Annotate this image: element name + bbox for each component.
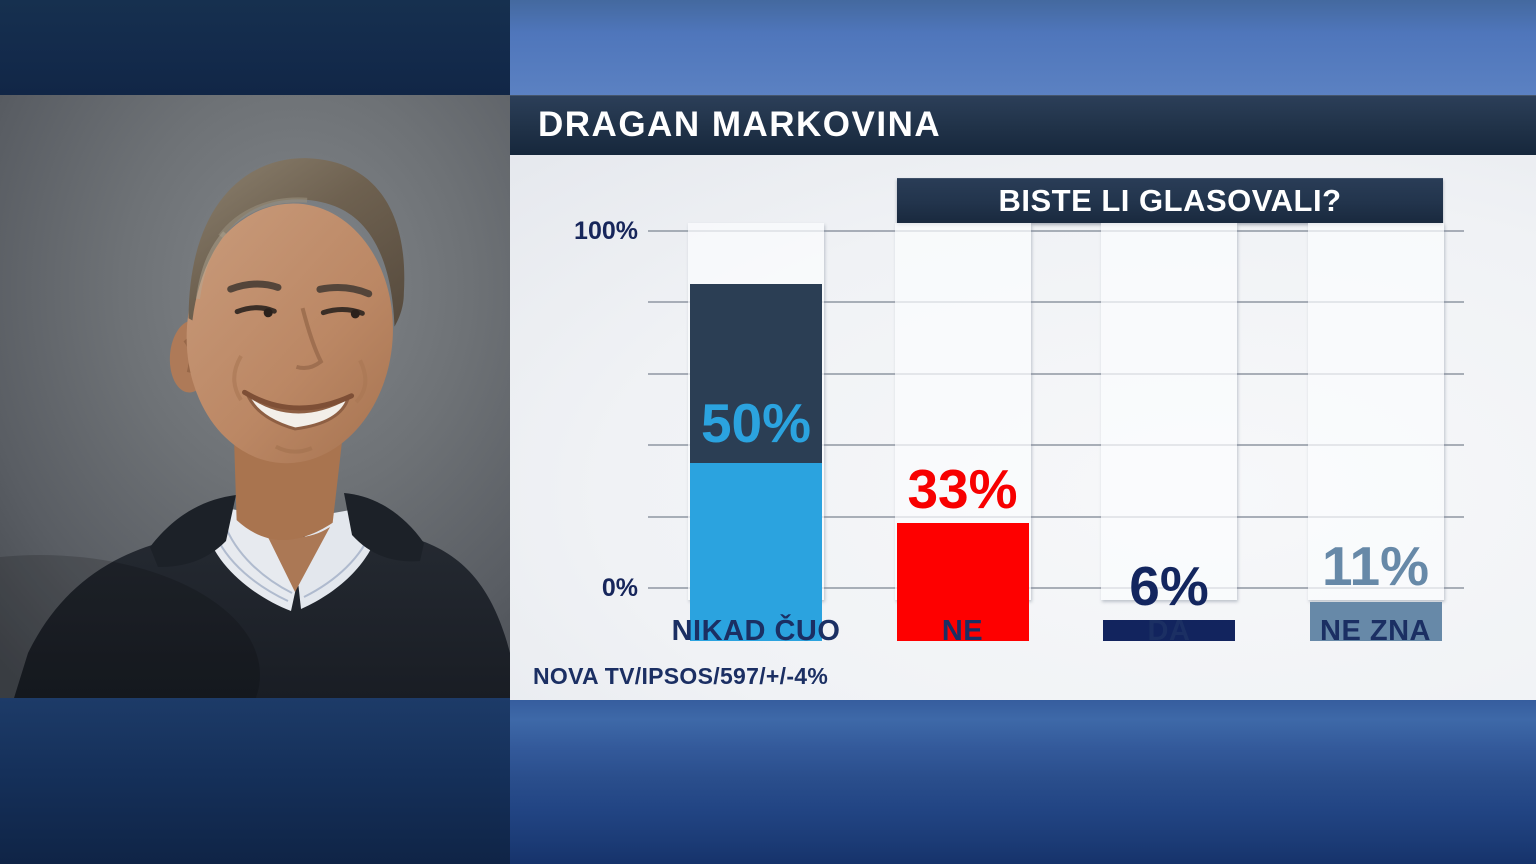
bottom-band <box>510 700 1536 864</box>
gridline <box>648 372 1464 375</box>
bar-track <box>1101 223 1237 600</box>
torso-shirt <box>14 493 510 698</box>
gridline <box>648 444 1464 447</box>
y-axis-label-top: 100% <box>574 217 638 245</box>
gridline <box>648 587 1464 589</box>
gridline <box>648 230 1464 232</box>
bar-category-label: NIKAD ČUO <box>671 615 841 647</box>
portrait-photo <box>0 95 510 698</box>
bar-category-label: NE <box>941 615 984 647</box>
y-axis-label-bottom: 0% <box>601 574 638 602</box>
bar-category-label: DA <box>1147 615 1191 647</box>
bar-value-label: 6% <box>1129 554 1209 617</box>
portrait-illustration <box>0 95 510 698</box>
bar-value-label: 33% <box>907 458 1018 521</box>
page-title: DRAGAN MARKOVINA <box>538 105 942 144</box>
bar-value-label: 50% <box>700 391 812 454</box>
gridline <box>648 515 1464 518</box>
bar-group: 11% NE ZNA <box>1307 223 1444 653</box>
source-note: NOVA TV/IPSOS/597/+/-4% <box>533 663 829 689</box>
bar-category-label: NE ZNA <box>1320 615 1431 647</box>
bar-fill <box>690 462 822 641</box>
right-top-band <box>510 0 1536 95</box>
bar-group: 33% NE <box>894 223 1031 653</box>
left-bottom-band <box>0 698 510 864</box>
title-band: DRAGAN MARKOVINA <box>510 95 1536 155</box>
bar-fill <box>896 523 1029 641</box>
bar-value-label: 11% <box>1321 534 1430 597</box>
bar-fill <box>1309 601 1442 641</box>
chart-panel: 100% 0% BISTE LI GLASOVALI? 50% NIKAD ČUO… <box>510 155 1536 700</box>
bar-group: 6% DA <box>1101 223 1237 653</box>
left-top-band <box>0 0 510 95</box>
question-banner: BISTE LI GLASOVALI? <box>897 178 1443 223</box>
head <box>169 158 405 540</box>
bar-fill <box>1103 619 1235 641</box>
bar-track <box>1307 223 1444 600</box>
bar-group: 50% NIKAD ČUO <box>672 223 840 653</box>
bar-backdrop-to-100 <box>690 284 822 463</box>
photo-vignette <box>0 555 260 698</box>
gridline <box>648 301 1464 304</box>
